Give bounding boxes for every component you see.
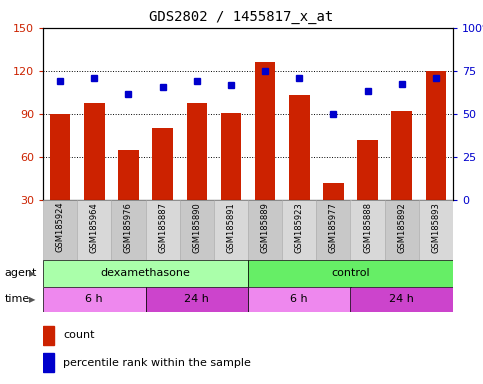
Bar bbox=[43, 326, 55, 345]
Text: GSM185923: GSM185923 bbox=[295, 202, 304, 253]
Bar bbox=[214, 200, 248, 260]
Text: control: control bbox=[331, 268, 370, 278]
Bar bbox=[145, 200, 180, 260]
Text: GSM185891: GSM185891 bbox=[227, 202, 235, 253]
Text: count: count bbox=[63, 330, 95, 340]
Text: GSM185888: GSM185888 bbox=[363, 202, 372, 253]
Text: ▶: ▶ bbox=[29, 269, 36, 278]
Bar bbox=[357, 140, 378, 200]
Bar bbox=[43, 287, 145, 312]
Text: GSM185892: GSM185892 bbox=[397, 202, 406, 253]
Text: percentile rank within the sample: percentile rank within the sample bbox=[63, 358, 251, 367]
Bar bbox=[248, 287, 351, 312]
Text: GSM185924: GSM185924 bbox=[56, 202, 65, 252]
Bar bbox=[50, 114, 71, 200]
Bar bbox=[248, 200, 282, 260]
Bar bbox=[43, 200, 77, 260]
Text: time: time bbox=[4, 295, 29, 305]
Text: 24 h: 24 h bbox=[185, 295, 209, 305]
Bar bbox=[145, 287, 248, 312]
Text: 6 h: 6 h bbox=[290, 295, 308, 305]
Bar bbox=[248, 260, 453, 287]
Bar bbox=[255, 62, 275, 200]
Bar bbox=[384, 200, 419, 260]
Text: GSM185887: GSM185887 bbox=[158, 202, 167, 253]
Bar bbox=[289, 95, 310, 200]
Text: 24 h: 24 h bbox=[389, 295, 414, 305]
Bar bbox=[351, 200, 384, 260]
Bar bbox=[351, 287, 453, 312]
Text: 6 h: 6 h bbox=[85, 295, 103, 305]
Text: ▶: ▶ bbox=[29, 295, 36, 304]
Text: GSM185964: GSM185964 bbox=[90, 202, 99, 253]
Text: GDS2802 / 1455817_x_at: GDS2802 / 1455817_x_at bbox=[149, 10, 334, 24]
Text: GSM185889: GSM185889 bbox=[261, 202, 270, 253]
Text: GSM185977: GSM185977 bbox=[329, 202, 338, 253]
Bar bbox=[77, 200, 112, 260]
Bar bbox=[426, 71, 446, 200]
Bar bbox=[43, 353, 55, 372]
Bar bbox=[186, 103, 207, 200]
Text: GSM185890: GSM185890 bbox=[192, 202, 201, 253]
Text: agent: agent bbox=[4, 268, 37, 278]
Bar bbox=[221, 113, 241, 200]
Bar bbox=[282, 200, 316, 260]
Text: dexamethasone: dexamethasone bbox=[100, 268, 190, 278]
Bar bbox=[84, 103, 104, 200]
Bar bbox=[118, 150, 139, 200]
Bar bbox=[392, 111, 412, 200]
Text: GSM185976: GSM185976 bbox=[124, 202, 133, 253]
Bar bbox=[316, 200, 351, 260]
Bar bbox=[180, 200, 214, 260]
Bar bbox=[419, 200, 453, 260]
Bar bbox=[112, 200, 145, 260]
Text: GSM185893: GSM185893 bbox=[431, 202, 440, 253]
Bar bbox=[152, 128, 173, 200]
Bar bbox=[323, 183, 344, 200]
Bar bbox=[43, 260, 248, 287]
